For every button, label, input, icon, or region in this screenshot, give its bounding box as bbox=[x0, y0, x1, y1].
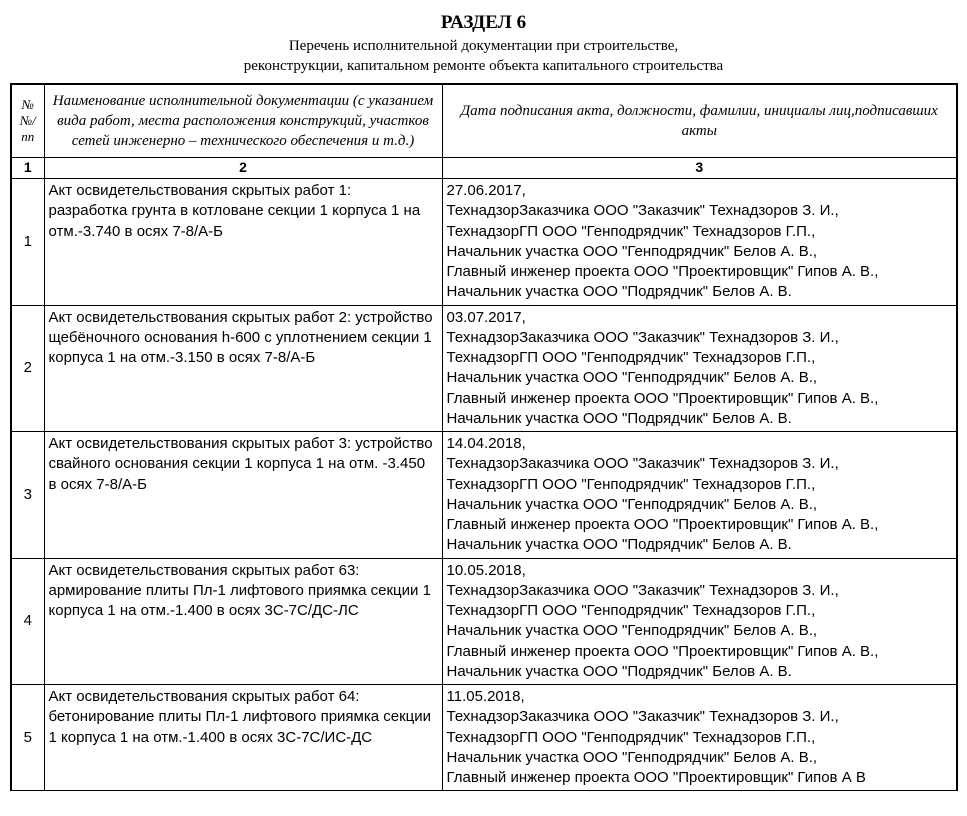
row-sign: 14.04.2018, ТехнадзорЗаказчика ООО "Зака… bbox=[442, 432, 957, 559]
row-sign: 11.05.2018, ТехнадзорЗаказчика ООО "Зака… bbox=[442, 685, 957, 791]
section-subtitle: Перечень исполнительной документации при… bbox=[10, 36, 957, 77]
colnum-1: 1 bbox=[11, 158, 44, 179]
col-header-sign: Дата подписания акта, должности, фамилии… bbox=[442, 84, 957, 158]
col-header-num: № №/пп bbox=[11, 84, 44, 158]
table-row: 3 Акт освидетельствования скрытых работ … bbox=[11, 432, 957, 559]
subtitle-line2: реконструкции, капитальном ремонте объек… bbox=[244, 58, 723, 74]
row-name: Акт освидетельствования скрытых работ 63… bbox=[44, 558, 442, 685]
colnum-3: 3 bbox=[442, 158, 957, 179]
subtitle-line1: Перечень исполнительной документации при… bbox=[289, 38, 678, 54]
table-row: 2 Акт освидетельствования скрытых работ … bbox=[11, 305, 957, 432]
table-header-row: № №/пп Наименование исполнительной докум… bbox=[11, 84, 957, 158]
table-row: 4 Акт освидетельствования скрытых работ … bbox=[11, 558, 957, 685]
row-name: Акт освидетельствования скрытых работ 64… bbox=[44, 685, 442, 791]
col-header-name: Наименование исполнительной документации… bbox=[44, 84, 442, 158]
table-row: 1 Акт освидетельствования скрытых работ … bbox=[11, 179, 957, 306]
row-num: 1 bbox=[11, 179, 44, 306]
row-num: 4 bbox=[11, 558, 44, 685]
table-row: 5 Акт освидетельствования скрытых работ … bbox=[11, 685, 957, 791]
table-colnum-row: 1 2 3 bbox=[11, 158, 957, 179]
row-name: Акт освидетельствования скрытых работ 2:… bbox=[44, 305, 442, 432]
section-title: РАЗДЕЛ 6 bbox=[10, 12, 957, 34]
colnum-2: 2 bbox=[44, 158, 442, 179]
row-num: 5 bbox=[11, 685, 44, 791]
row-name: Акт освидетельствования скрытых работ 3:… bbox=[44, 432, 442, 559]
row-sign: 27.06.2017, ТехнадзорЗаказчика ООО "Зака… bbox=[442, 179, 957, 306]
table-body: 1 Акт освидетельствования скрытых работ … bbox=[11, 179, 957, 791]
row-num: 2 bbox=[11, 305, 44, 432]
documentation-table: № №/пп Наименование исполнительной докум… bbox=[10, 83, 958, 792]
row-sign: 03.07.2017, ТехнадзорЗаказчика ООО "Зака… bbox=[442, 305, 957, 432]
row-name: Акт освидетельствования скрытых работ 1:… bbox=[44, 179, 442, 306]
row-sign: 10.05.2018, ТехнадзорЗаказчика ООО "Зака… bbox=[442, 558, 957, 685]
row-num: 3 bbox=[11, 432, 44, 559]
